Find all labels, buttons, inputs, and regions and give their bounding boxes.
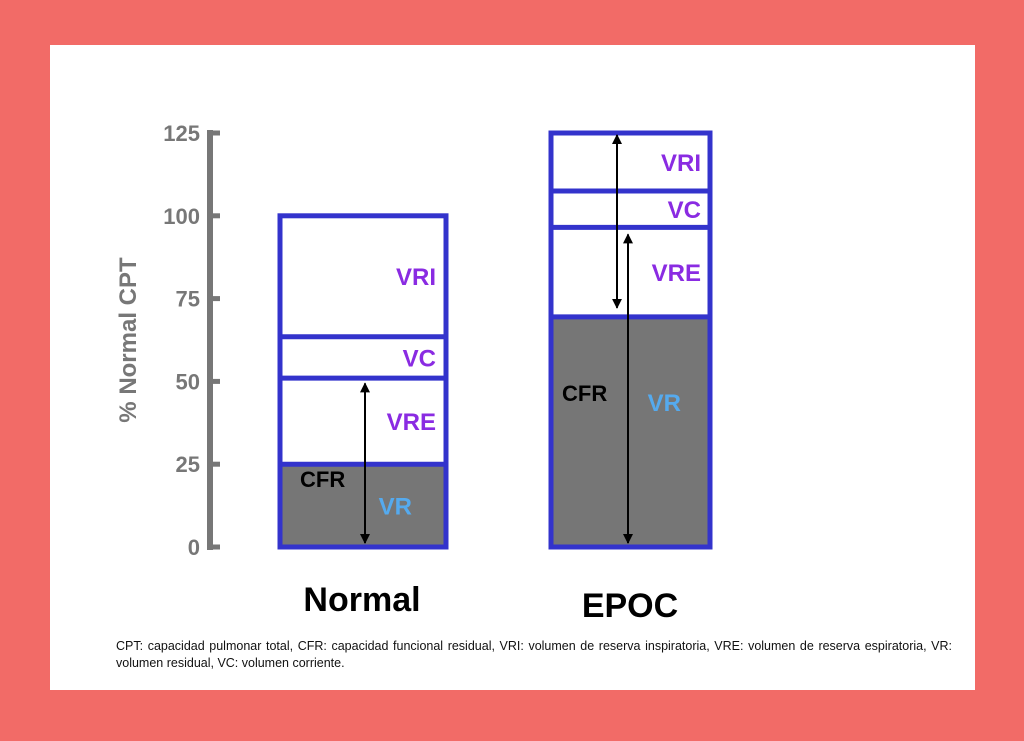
segment-label-vc: VC [668,197,701,224]
annotation-label-cfr: CFR [300,467,345,492]
arrows-group: CFR CFR [300,134,633,544]
segment-label-vr: VR [379,494,412,521]
lung-volume-chart: 0 25 50 75 100 125 % Normal CPT VR VRE VC VRI Norm… [115,121,713,625]
y-tick-label: 0 [188,535,200,560]
bars-group: VR VRE VC VRI Normal VR VRE VC VRI EPOC [277,130,713,625]
bar-segment-vr [551,316,710,547]
annotation-label-cfr: CFR [562,381,607,406]
segment-label-vri: VRI [661,150,701,177]
y-tick-label: 100 [163,204,200,229]
segment-label-vr: VR [648,390,681,417]
segment-label-vri: VRI [396,264,436,291]
bar-name-label: EPOC [582,587,678,625]
y-tick-label: 75 [176,287,200,312]
bar-outline [548,130,713,550]
segment-label-vc: VC [403,345,436,372]
y-axis: 0 25 50 75 100 125 % Normal CPT [115,121,220,560]
bar-name-label: Normal [303,581,420,619]
bar-outline [277,213,449,550]
figure-card: 0 25 50 75 100 125 % Normal CPT VR VRE VC VRI Norm… [50,45,975,690]
y-tick-label: 25 [176,452,200,477]
segment-label-vre: VRE [652,260,701,287]
y-axis-title: % Normal CPT [115,257,142,423]
y-tick-label: 125 [163,121,200,146]
segment-label-vre: VRE [387,409,436,436]
y-tick-label: 50 [176,369,200,394]
footnote: CPT: capacidad pulmonar total, CFR: capa… [116,639,952,670]
